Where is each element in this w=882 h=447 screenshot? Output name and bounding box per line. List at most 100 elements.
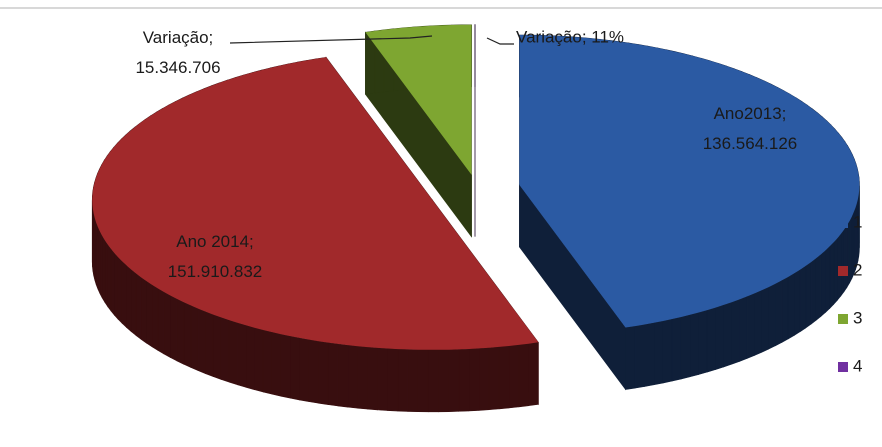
slice-wall xyxy=(130,268,137,336)
slice-wall xyxy=(245,324,255,391)
slice-wall xyxy=(820,249,826,318)
slice-wall xyxy=(170,294,178,362)
slice-wall xyxy=(290,335,300,401)
slice-wall xyxy=(117,256,123,325)
slice-wall xyxy=(689,312,699,378)
slice-wall xyxy=(357,345,368,410)
slice-wall xyxy=(833,237,838,306)
slice-wall xyxy=(781,276,789,343)
slice-wall xyxy=(280,333,291,399)
slice-wall xyxy=(825,245,831,314)
slice-wall xyxy=(318,340,329,405)
slice-wall xyxy=(787,272,795,340)
slice-wall xyxy=(815,253,822,321)
slice-wall xyxy=(228,319,238,386)
slice-wall xyxy=(754,289,762,356)
slice-wall xyxy=(840,228,845,297)
slice-wall xyxy=(367,346,378,411)
slice-wall xyxy=(121,260,127,329)
slice-wall xyxy=(212,314,222,380)
slice-wall xyxy=(849,216,853,284)
legend-label: 1 xyxy=(853,212,862,231)
slice-wall xyxy=(417,349,429,413)
slice-wall xyxy=(775,279,783,347)
slice-wall xyxy=(625,325,636,390)
slice-wall xyxy=(680,314,691,380)
slice-wall xyxy=(746,292,755,359)
slice-wall xyxy=(104,239,108,308)
slice-wall xyxy=(468,348,480,412)
slice-wall xyxy=(197,308,206,375)
slice-wall xyxy=(528,341,539,407)
legend-swatch xyxy=(838,218,848,228)
slice-wall xyxy=(799,265,807,333)
slice-wall xyxy=(397,348,409,412)
slice-wall xyxy=(488,346,500,411)
slice-wall xyxy=(448,349,460,412)
slice-wall xyxy=(271,331,282,397)
slice-wall xyxy=(205,311,214,378)
slice xyxy=(365,24,472,175)
slice-wall xyxy=(427,349,439,413)
data-label: Variação; 15.346.706 xyxy=(135,28,220,77)
slice-wall xyxy=(262,329,273,395)
legend-label: 2 xyxy=(853,260,862,279)
slice-wall xyxy=(438,349,449,413)
slice-wall xyxy=(407,349,419,413)
data-label: Ano 2014; 151.910.832 xyxy=(168,232,263,281)
slice-wall xyxy=(706,307,716,373)
slice-wall xyxy=(387,348,399,412)
slice-wall xyxy=(135,272,142,340)
slice-wall xyxy=(662,318,673,384)
slice-wall xyxy=(163,291,171,358)
slice-wall xyxy=(810,257,817,325)
slice-wall xyxy=(846,219,850,289)
slice-wall xyxy=(508,344,520,409)
slice-wall xyxy=(843,224,848,293)
slice-wall xyxy=(805,261,812,329)
slice-wall xyxy=(698,309,708,375)
legend-label: 4 xyxy=(853,356,862,375)
slice-wall xyxy=(114,252,119,320)
slice-wall xyxy=(723,301,732,368)
slice-wall xyxy=(347,344,358,409)
slice-wall xyxy=(140,276,147,344)
slice xyxy=(92,57,539,350)
legend-swatch xyxy=(838,362,848,372)
slice-wall xyxy=(739,296,748,362)
slice-wall xyxy=(377,347,388,411)
slice-wall xyxy=(308,339,319,404)
slice-wall xyxy=(99,231,103,299)
slice-wall xyxy=(254,327,264,393)
slice-wall xyxy=(498,345,510,410)
slice-wall xyxy=(220,316,230,383)
slice-wall xyxy=(731,298,740,365)
data-label: Ano2013; 136.564.126 xyxy=(703,104,798,153)
slice-wall xyxy=(146,280,153,348)
slice-wall xyxy=(151,284,159,351)
slice-wall xyxy=(157,287,165,355)
slice-wall xyxy=(518,343,529,408)
slice-wall xyxy=(126,264,132,333)
data-label: Variação; 11% xyxy=(516,27,624,46)
slice-wall xyxy=(110,247,115,316)
slice-wall xyxy=(107,243,112,312)
slice-wall xyxy=(761,286,769,353)
slice-wall xyxy=(299,337,310,402)
slice xyxy=(519,35,860,328)
slice-wall xyxy=(183,301,192,368)
slice-wall xyxy=(653,320,664,386)
slice-wall xyxy=(829,241,835,310)
leader-line xyxy=(486,37,514,45)
slice-wall xyxy=(237,322,247,388)
slice-wall xyxy=(715,304,724,370)
slice-wall xyxy=(101,234,106,304)
leader-line xyxy=(229,35,433,44)
slice-wall xyxy=(458,348,470,412)
legend-label: 3 xyxy=(853,308,862,327)
slice-wall xyxy=(768,283,776,350)
slice-wall xyxy=(337,343,349,408)
slice-wall xyxy=(190,304,199,372)
slice-wall xyxy=(671,316,682,382)
